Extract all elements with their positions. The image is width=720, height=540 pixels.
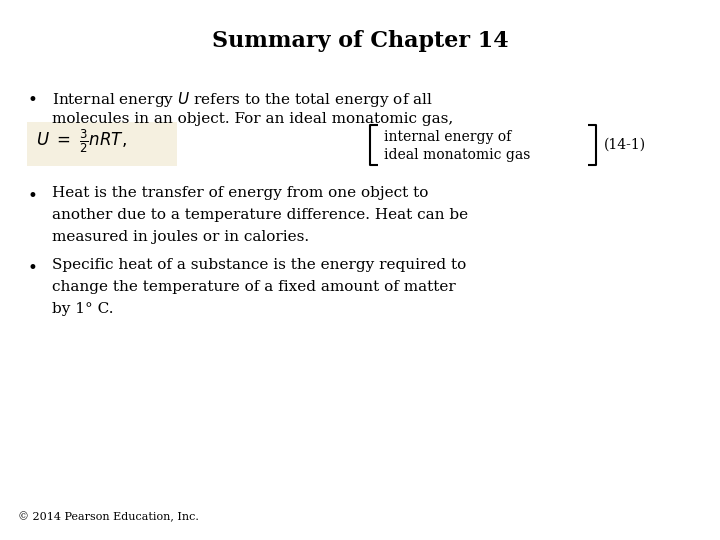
Text: •: • xyxy=(28,188,38,205)
Text: another due to a temperature difference. Heat can be: another due to a temperature difference.… xyxy=(52,208,468,222)
Text: Summary of Chapter 14: Summary of Chapter 14 xyxy=(212,30,508,52)
Text: by 1° C.: by 1° C. xyxy=(52,302,114,316)
Text: measured in joules or in calories.: measured in joules or in calories. xyxy=(52,230,309,244)
Text: © 2014 Pearson Education, Inc.: © 2014 Pearson Education, Inc. xyxy=(18,511,199,522)
Text: $U \ = \ \frac{3}{2}nRT,$: $U \ = \ \frac{3}{2}nRT,$ xyxy=(36,127,127,154)
FancyBboxPatch shape xyxy=(27,122,177,166)
Text: Specific heat of a substance is the energy required to: Specific heat of a substance is the ener… xyxy=(52,258,467,272)
Text: change the temperature of a fixed amount of matter: change the temperature of a fixed amount… xyxy=(52,280,456,294)
Text: •: • xyxy=(28,260,38,277)
Text: Internal energy $\it{U}$ refers to the total energy of all: Internal energy $\it{U}$ refers to the t… xyxy=(52,90,433,109)
Text: ideal monatomic gas: ideal monatomic gas xyxy=(384,148,531,162)
Text: •: • xyxy=(28,92,38,109)
Text: (14-1): (14-1) xyxy=(604,138,646,152)
Text: molecules in an object. For an ideal monatomic gas,: molecules in an object. For an ideal mon… xyxy=(52,112,454,126)
Text: Heat is the transfer of energy from one object to: Heat is the transfer of energy from one … xyxy=(52,186,428,200)
Text: internal energy of: internal energy of xyxy=(384,130,511,144)
